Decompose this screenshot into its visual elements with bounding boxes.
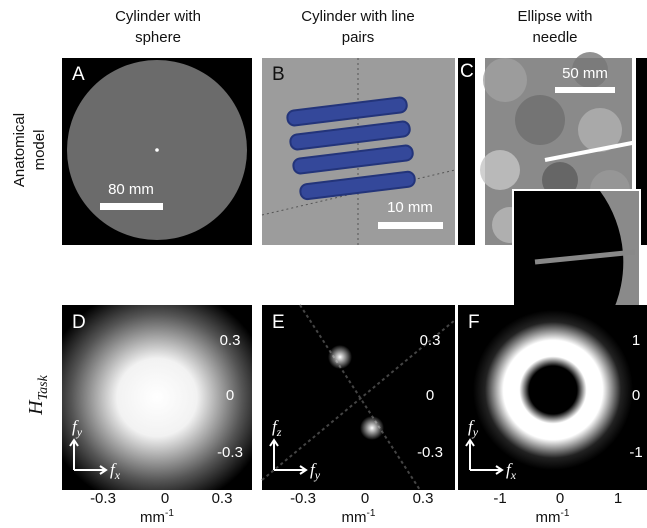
unit-base: mm <box>536 509 561 526</box>
subscript: y <box>76 425 83 439</box>
scale-bar-label: 10 mm <box>387 199 433 216</box>
y-tick-label: 1 <box>632 332 640 349</box>
x-tick-label: -1 <box>493 490 506 507</box>
panel-letter: E <box>272 312 285 333</box>
row-label: Anatomical model <box>11 113 48 187</box>
unit-label: mm-1 <box>140 508 174 526</box>
y-tick-label: 0.3 <box>420 332 441 349</box>
panel-c: C 50 mm <box>458 52 647 318</box>
panel-letter: A <box>72 64 85 85</box>
panel-letter: C <box>460 61 474 82</box>
panel-letter: F <box>468 312 480 333</box>
subscript: x <box>114 468 121 482</box>
symbol: H <box>25 399 47 416</box>
figure: Cylinder with sphere Cylinder with line … <box>0 0 647 528</box>
column-title: needle <box>532 29 577 46</box>
unit-label: mm-1 <box>536 508 570 526</box>
y-tick-label: -0.3 <box>417 444 443 461</box>
x-tick-label: -0.3 <box>290 490 316 507</box>
x-tick-label: 1 <box>614 490 622 507</box>
panel-letter: B <box>272 64 285 85</box>
y-tick-label: 0.3 <box>220 332 241 349</box>
unit-exp: -1 <box>367 508 376 519</box>
x-tick-label: -0.3 <box>90 490 116 507</box>
row-label-line: model <box>31 130 48 171</box>
y-tick-label: -1 <box>629 444 642 461</box>
y-tick-label: 0 <box>632 387 640 404</box>
y-tick-label: 0 <box>226 387 234 404</box>
column-titles: Cylinder with sphere Cylinder with line … <box>115 8 592 46</box>
subscript: y <box>472 425 479 439</box>
unit-base: mm <box>342 509 367 526</box>
row-label: HTask <box>25 374 51 415</box>
panel-b: B 10 mm <box>262 58 455 245</box>
row-label-line: Anatomical <box>11 113 28 187</box>
y-tick-label: -0.3 <box>217 444 243 461</box>
x-tick-label: 0 <box>361 490 369 507</box>
unit-exp: -1 <box>561 508 570 519</box>
subscript: y <box>314 468 321 482</box>
subscript: Task <box>36 374 51 400</box>
subscript: z <box>276 425 282 439</box>
panel-f-image <box>473 310 633 470</box>
x-tick-label: 0 <box>556 490 564 507</box>
column-title: sphere <box>135 29 181 46</box>
panel-letter: D <box>72 312 86 333</box>
column-title: Cylinder with line <box>301 8 414 25</box>
y-tick-label: 0 <box>426 387 434 404</box>
panel-a: A 80 mm <box>62 58 252 245</box>
x-tick-label: 0.3 <box>212 490 233 507</box>
unit-base: mm <box>140 509 165 526</box>
unit-label: mm-1 <box>342 508 376 526</box>
column-title: pairs <box>342 29 375 46</box>
subscript: x <box>510 468 517 482</box>
column-title: Cylinder with <box>115 8 201 25</box>
x-tick-label: 0.3 <box>413 490 434 507</box>
scale-bar-label: 50 mm <box>562 65 608 82</box>
unit-exp: -1 <box>165 508 174 519</box>
column-title: Ellipse with <box>517 8 592 25</box>
x-tick-label: 0 <box>161 490 169 507</box>
scale-bar-label: 80 mm <box>108 181 154 198</box>
